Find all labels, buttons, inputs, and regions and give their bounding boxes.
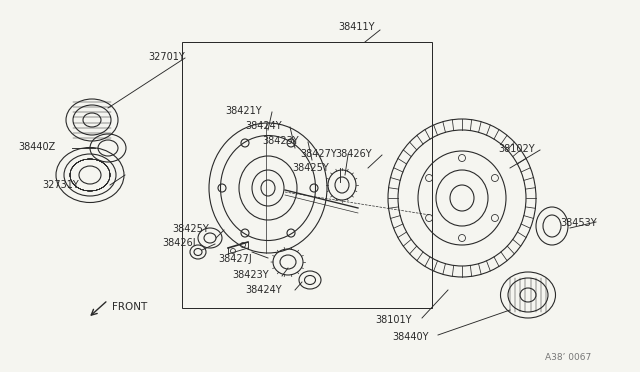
Text: A38’ 0067: A38’ 0067 [545,353,591,362]
Text: 38421Y: 38421Y [225,106,262,116]
Text: 38427J: 38427J [218,254,252,264]
Text: 38425Y: 38425Y [172,224,209,234]
Text: 38423Y: 38423Y [232,270,269,280]
Text: 38423Y: 38423Y [262,136,299,146]
Text: FRONT: FRONT [112,302,147,312]
Text: 38440Y: 38440Y [392,332,429,342]
Text: 32731Y: 32731Y [42,180,79,190]
Text: 38425Y: 38425Y [292,163,329,173]
Text: 38101Y: 38101Y [375,315,412,325]
Text: 38440Z: 38440Z [18,142,55,152]
Text: 38411Y: 38411Y [338,22,374,32]
Text: 38424Y: 38424Y [245,285,282,295]
Text: 38424Y: 38424Y [245,121,282,131]
Text: 38453Y: 38453Y [560,218,596,228]
Text: 38102Y: 38102Y [498,144,534,154]
Text: 38426I: 38426I [162,238,196,248]
Text: 38426Y: 38426Y [335,149,372,159]
Text: 38427Y: 38427Y [300,149,337,159]
Text: 32701Y: 32701Y [148,52,185,62]
